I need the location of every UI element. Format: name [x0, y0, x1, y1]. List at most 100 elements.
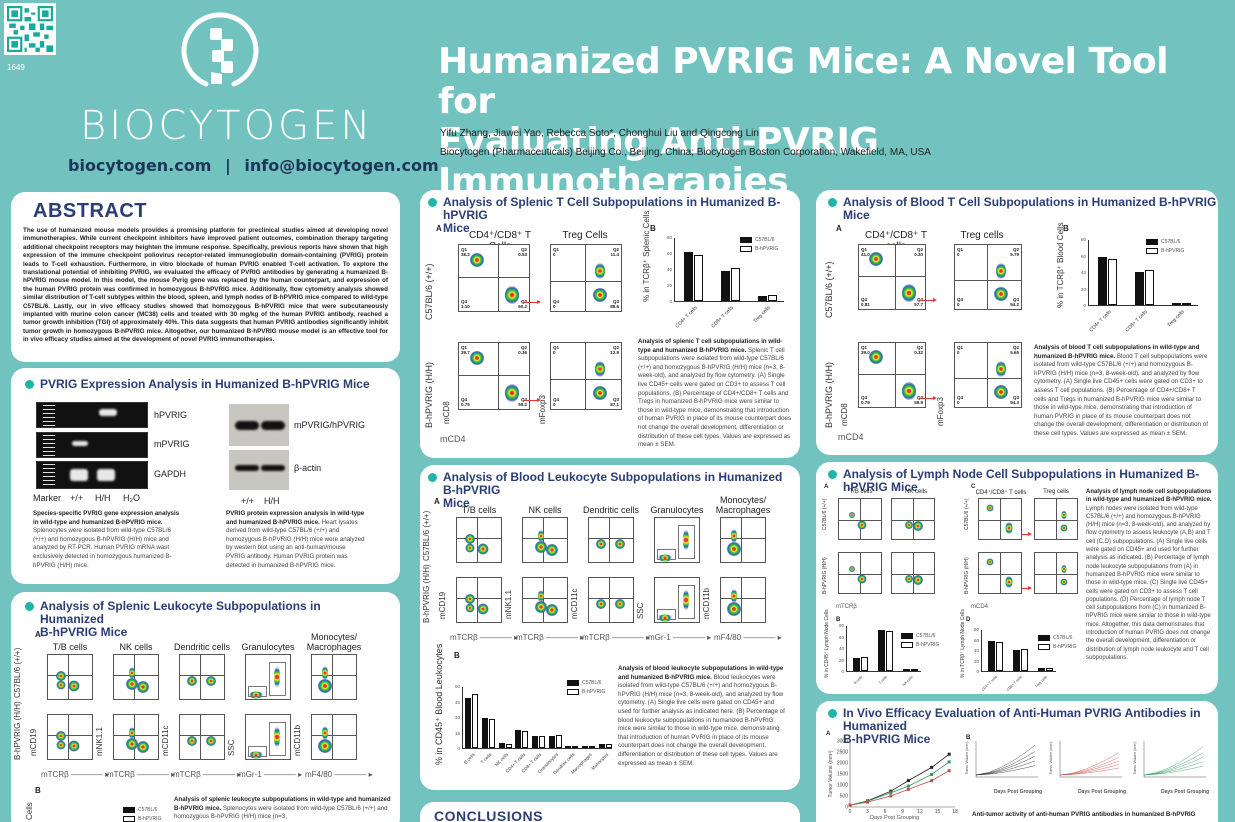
- qr-code[interactable]: [4, 3, 56, 55]
- cell-population: [56, 680, 66, 690]
- lane-label: +/+: [70, 493, 84, 503]
- y-tick: 60: [838, 634, 844, 640]
- section-title: In Vivo Efficacy Evaluation of Anti-Huma…: [828, 707, 1213, 746]
- lymph-t-bar-chart: 0 20 40 60 80 CD4+ T cells CD8+ T cells Treg ce…: [974, 627, 1056, 692]
- qr-code-icon: [7, 6, 53, 52]
- western-blot-actin: [229, 450, 289, 490]
- y-tick: 45: [454, 699, 460, 705]
- cell-population: [614, 598, 625, 609]
- quadrant-q1-value: Q1 0: [957, 345, 964, 355]
- section-title: Analysis of Blood Leukocyte Subpopulatio…: [428, 471, 788, 510]
- row-label: B-hPVRIG (H/H): [964, 557, 970, 594]
- bullet-dot-icon: [828, 198, 837, 207]
- gate-line: [839, 573, 881, 575]
- quadrant-q3-value: Q3 57.7: [914, 297, 923, 307]
- cell-population: [477, 603, 489, 615]
- arrow-icon: [1021, 586, 1032, 590]
- expression-panel: PVRIG Expression Analysis in Humanized B…: [11, 368, 400, 584]
- gate-line: [551, 379, 621, 381]
- gate-line: [859, 373, 925, 375]
- bar: [539, 735, 545, 748]
- flow-plot: [456, 517, 502, 563]
- cell-population: [994, 286, 1009, 301]
- y-axis-label: mCD8: [442, 401, 451, 424]
- y-tick: 60: [666, 251, 672, 256]
- gate-line: [655, 622, 699, 623]
- cell-population: [731, 588, 738, 603]
- figure-label-a: A: [436, 224, 442, 233]
- cell-population: [465, 534, 476, 545]
- cell-population: [848, 566, 855, 572]
- gate-line: [312, 674, 356, 676]
- y-tick: 60: [454, 684, 460, 689]
- gate-line: [979, 573, 1021, 575]
- cell-population: [535, 541, 548, 554]
- blood-t-bar-chart: 0 20 40 60 80 CD4+ T cells CD8+ T cells Treg ce…: [1081, 237, 1198, 333]
- cell-population: [1060, 578, 1068, 586]
- figure-label-a: A: [35, 630, 41, 639]
- flow-plot: [588, 577, 634, 623]
- row-label: C57BL/6 (+/+): [824, 261, 834, 318]
- x-tick-label: CD4+ T cells: [981, 675, 999, 692]
- y-tick: 40: [838, 646, 844, 651]
- bar: [721, 271, 730, 301]
- cell-population: [465, 594, 476, 605]
- svg-text:3000: 3000: [837, 739, 848, 745]
- cell-population: [465, 543, 475, 553]
- splenic-t-caption: Analysis of splenic T cell subpopulation…: [638, 338, 792, 449]
- section-title: Analysis of Lymph Node Cell Subpopulatio…: [828, 468, 1218, 494]
- y-tick: 80: [973, 627, 979, 632]
- gate-box: [657, 608, 676, 621]
- rt-pcr-gel-gapdh: [36, 461, 148, 489]
- x-tick-label: B cells: [462, 752, 476, 765]
- figure-label-b: B: [1063, 224, 1069, 233]
- cell-population: [128, 726, 135, 739]
- lane-label: H₂O: [123, 493, 140, 503]
- quadrant-q2-value: Q2 11.4: [610, 247, 619, 257]
- bar: [694, 255, 704, 301]
- y-tick: 0: [457, 746, 460, 751]
- quadrant-q4-value: Q4 1.10: [461, 299, 470, 309]
- column-heading: Granulocytes: [650, 505, 704, 515]
- svg-text:1500: 1500: [837, 772, 848, 778]
- cell-population: [901, 284, 916, 302]
- column-heading: NK cells: [528, 505, 562, 515]
- y-tick: 40: [666, 267, 672, 272]
- figure-label-b: B: [35, 786, 41, 795]
- column-heading: Dendritic cells: [582, 505, 640, 515]
- flow-plot: Q1 41.0 Q2 0.30 Q3 57.7 Q4 0.81: [858, 244, 926, 310]
- flow-plot: [891, 552, 935, 594]
- rt-pcr-gel-hpvrig: [36, 402, 148, 428]
- y-tick: 80: [666, 235, 672, 240]
- flow-plot: [522, 517, 568, 563]
- lane-label: Marker: [33, 493, 62, 503]
- splenic-leukocyte-panel: Analysis of Splenic Leukocyte Subpopulat…: [11, 592, 400, 822]
- quadrant-q1-value: Q1 38.2: [461, 247, 470, 257]
- row-label: C57BL/6 (+/+): [422, 510, 431, 561]
- x-tick-label: CD4+ T cells: [1088, 309, 1113, 334]
- cell-population: [469, 252, 484, 267]
- gate-box: [248, 685, 267, 698]
- flow-plot: [47, 654, 93, 700]
- website-link[interactable]: biocytogen.com: [68, 156, 212, 175]
- bar: [1045, 667, 1053, 671]
- quadrant-q1-value: Q1 39.0: [861, 345, 870, 355]
- tumor-growth-line-chart: 0 500 1000 1500 2000 2500 3000 0 3 6 9 12 15 18 Tumor …: [828, 739, 958, 816]
- y-axis-label: mNK1.1: [95, 727, 104, 756]
- email-link[interactable]: info@biocytogen.com: [244, 156, 439, 175]
- in-vivo-caption: Anti-tumor activity of anti-human PVRIG …: [972, 811, 1196, 818]
- gate-line: [986, 343, 988, 407]
- figure-label-b: B: [454, 651, 460, 660]
- gate-line: [589, 597, 633, 599]
- row-label: C57BL/6 (+/+): [822, 498, 828, 530]
- gate-line: [699, 518, 700, 562]
- x-axis-label: mTCRβ ———— ▸: [41, 770, 110, 779]
- row-label: B-hPVRIG (H/H): [824, 361, 834, 428]
- y-tick: 15: [454, 730, 460, 736]
- gate-line: [895, 343, 897, 407]
- x-axis-label: mCD4: [440, 434, 466, 444]
- bar: [987, 640, 995, 671]
- y-axis-label: % in CD45⁺ Lymph Node Cells: [824, 609, 830, 678]
- quadrant-q2-value: Q2 5.65: [1010, 345, 1019, 355]
- cell-population: [126, 738, 139, 751]
